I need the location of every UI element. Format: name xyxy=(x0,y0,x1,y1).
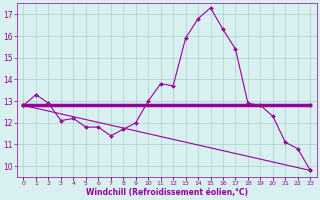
X-axis label: Windchill (Refroidissement éolien,°C): Windchill (Refroidissement éolien,°C) xyxy=(86,188,248,197)
